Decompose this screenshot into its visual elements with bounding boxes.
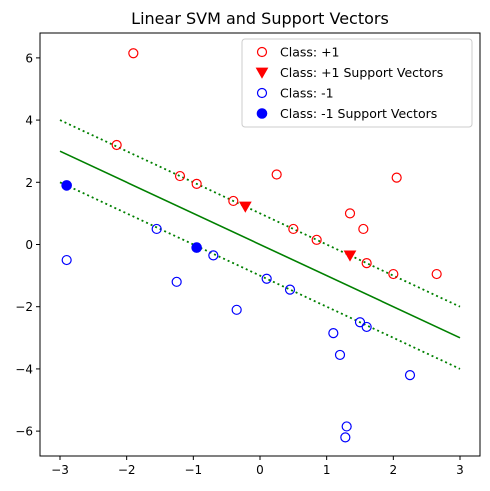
y-tick-label: 4 bbox=[25, 114, 33, 128]
x-tick-label: −1 bbox=[184, 463, 202, 477]
data-point bbox=[62, 181, 72, 191]
legend: Class: +1 Class: +1 Support Vectors Class:… bbox=[242, 39, 472, 127]
x-tick-label: 0 bbox=[256, 463, 264, 477]
y-tick-label: −4 bbox=[15, 362, 33, 376]
x-tick-label: −2 bbox=[118, 463, 136, 477]
legend-item: Class: -1 Support Vectors bbox=[257, 106, 437, 121]
x-tick-label: 1 bbox=[323, 463, 331, 477]
data-point bbox=[192, 243, 202, 253]
legend-label: Class: -1 bbox=[280, 86, 334, 101]
legend-item: Class: +1 Support Vectors bbox=[257, 65, 444, 80]
x-tick-label: 2 bbox=[390, 463, 398, 477]
x-axis: −3 −2 −1 0 1 2 3 bbox=[51, 456, 464, 477]
y-tick-label: −2 bbox=[15, 300, 33, 314]
y-tick-label: 6 bbox=[25, 51, 33, 65]
legend-label: Class: +1 bbox=[280, 45, 340, 60]
y-tick-label: 0 bbox=[25, 238, 33, 252]
legend-marker bbox=[257, 109, 267, 119]
x-tick-label: −3 bbox=[51, 463, 69, 477]
y-tick-label: 2 bbox=[25, 176, 33, 190]
legend-label: Class: -1 Support Vectors bbox=[280, 106, 437, 121]
x-tick-label: 3 bbox=[456, 463, 464, 477]
legend-label: Class: +1 Support Vectors bbox=[280, 65, 443, 80]
chart-title: Linear SVM and Support Vectors bbox=[131, 9, 389, 28]
y-tick-label: −6 bbox=[15, 425, 33, 439]
y-axis: −6 −4 −2 0 2 4 6 bbox=[15, 51, 40, 438]
